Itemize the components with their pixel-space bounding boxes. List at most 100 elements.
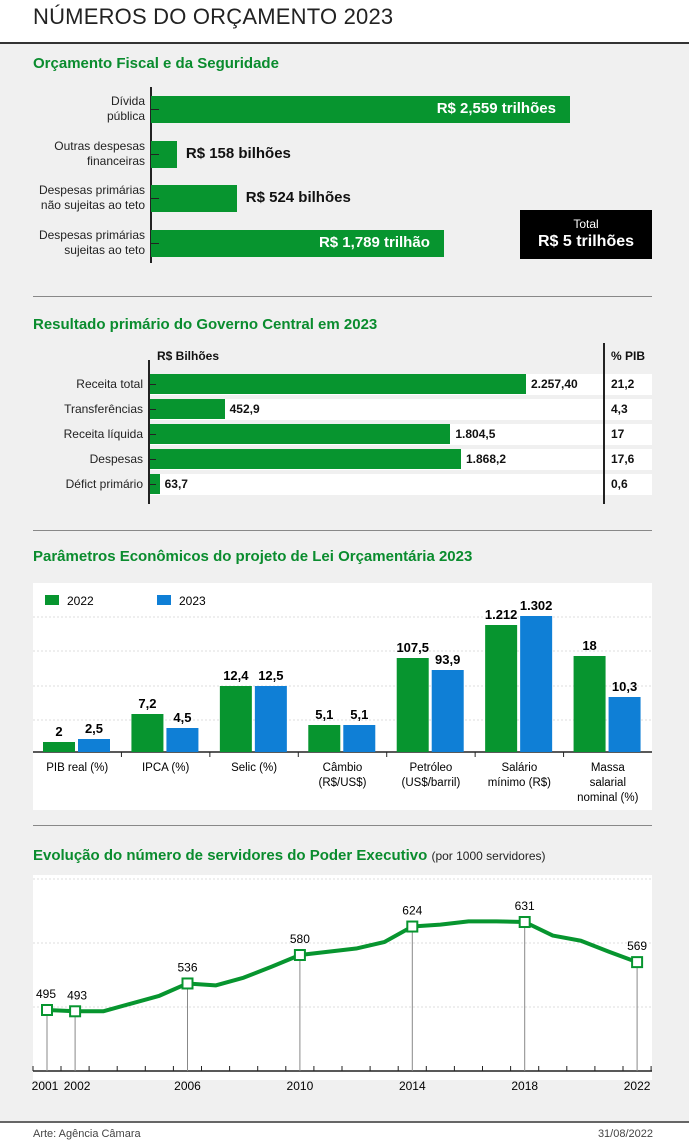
footer-rule bbox=[0, 1121, 689, 1123]
pct-label: 0,6 bbox=[611, 477, 628, 491]
bar-2023 bbox=[254, 686, 287, 752]
tick bbox=[151, 243, 159, 244]
data-point bbox=[293, 949, 306, 962]
category-label: (US$/barril) bbox=[402, 777, 461, 789]
bar bbox=[151, 185, 237, 212]
category-label: Despesas bbox=[89, 452, 143, 466]
tick bbox=[151, 198, 159, 199]
value-label: 2.257,40 bbox=[530, 377, 578, 391]
data-point bbox=[181, 977, 194, 990]
category-label: Défict primário bbox=[65, 477, 143, 491]
bar-value-label: 1.212 bbox=[485, 607, 518, 622]
category-label: Despesas primárias não sujeitas ao teto bbox=[20, 183, 145, 213]
total-box: Total R$ 5 trilhões bbox=[520, 210, 652, 259]
pct-divider bbox=[603, 343, 605, 504]
divider bbox=[33, 530, 652, 531]
section-title-resultado: Resultado primário do Governo Central em… bbox=[33, 316, 378, 333]
parametros-chart: 2022 2023 2 2,5 PIB real (%) 7,2 4,5 IPCA (%) 12… bbox=[33, 583, 652, 810]
x-tick-label: 2001 bbox=[32, 1079, 59, 1093]
servidores-title: Evolução do número de servidores do Pode… bbox=[33, 847, 428, 864]
pct-header: % PIB bbox=[611, 349, 646, 363]
footer-credit: Arte: Agência Câmara bbox=[33, 1128, 141, 1140]
bar-value-label: 4,5 bbox=[173, 710, 191, 725]
x-tick-label: 2006 bbox=[174, 1079, 201, 1093]
point-label: 580 bbox=[290, 932, 310, 946]
servidores-line bbox=[46, 919, 638, 1014]
category-label-line: Despesas primárias bbox=[38, 183, 145, 197]
data-point bbox=[41, 1004, 53, 1016]
chart-area bbox=[33, 875, 652, 1080]
category-label: PIB real (%) bbox=[46, 762, 108, 774]
title-rule bbox=[0, 42, 689, 44]
legend-swatch bbox=[45, 595, 59, 605]
point-label: 536 bbox=[177, 960, 197, 974]
legend-label: 2023 bbox=[179, 594, 206, 608]
bar-value-label: 12,5 bbox=[258, 668, 283, 683]
servidores-chart: 495 493 536 580 624 631 569 2001 2002 2006 2010 201… bbox=[32, 875, 652, 1093]
bar-2022 bbox=[43, 742, 75, 752]
section-title-servidores: Evolução do número de servidores do Pode… bbox=[33, 847, 546, 864]
bar-2023 bbox=[166, 728, 199, 752]
total-label: Total bbox=[573, 217, 599, 231]
bar-2022 bbox=[573, 656, 606, 752]
tick bbox=[149, 434, 156, 435]
category-label: Receita total bbox=[76, 377, 143, 391]
bar bbox=[149, 424, 451, 444]
tick bbox=[149, 484, 156, 485]
bar-2022 bbox=[485, 625, 518, 752]
divider bbox=[33, 825, 652, 826]
pct-label: 21,2 bbox=[611, 377, 635, 391]
bar-value-label: 107,5 bbox=[396, 640, 429, 655]
divider bbox=[33, 296, 652, 297]
tick bbox=[149, 459, 156, 460]
pct-label: 4,3 bbox=[611, 402, 628, 416]
category-label-line: Despesas primárias bbox=[38, 228, 145, 242]
x-tick-label: 2018 bbox=[511, 1079, 538, 1093]
bar-value-label: 5,1 bbox=[315, 707, 333, 722]
bar-value-label: 1.302 bbox=[520, 598, 553, 613]
bar-value-label: 10,3 bbox=[612, 679, 637, 694]
category-label: Massa bbox=[591, 762, 625, 774]
bar-2022 bbox=[308, 725, 341, 752]
table-row bbox=[149, 474, 652, 495]
tick bbox=[151, 154, 159, 155]
bar-value-label: 2,5 bbox=[85, 721, 103, 736]
servidores-subtitle: (por 1000 servidores) bbox=[431, 849, 546, 863]
bar-2023 bbox=[608, 697, 641, 752]
point-label: 624 bbox=[402, 904, 422, 918]
category-label: Salário bbox=[501, 762, 537, 774]
bar-value-label: 18 bbox=[582, 638, 596, 653]
bar-value-label: 93,9 bbox=[435, 652, 460, 667]
tick bbox=[149, 384, 156, 385]
data-point bbox=[631, 956, 644, 969]
bar bbox=[149, 399, 225, 419]
x-tick-label: 2010 bbox=[287, 1079, 314, 1093]
bar-2023 bbox=[343, 725, 376, 752]
section-title-orcamento: Orçamento Fiscal e da Seguridade bbox=[33, 55, 279, 72]
x-tick-label: 2014 bbox=[399, 1079, 426, 1093]
category-label: Despesas primárias sujeitas ao teto bbox=[20, 228, 145, 258]
category-label: Câmbio bbox=[323, 762, 363, 774]
value-label: R$ 2,559 trilhões bbox=[436, 100, 556, 117]
bar-2022 bbox=[396, 658, 429, 752]
category-label: salarial bbox=[590, 777, 626, 789]
value-label: R$ 158 bilhões bbox=[185, 145, 291, 162]
bar bbox=[149, 449, 461, 469]
category-label: Selic (%) bbox=[231, 762, 277, 774]
data-point bbox=[518, 916, 531, 929]
category-label-line: não sujeitas ao teto bbox=[40, 198, 145, 212]
value-label: 63,7 bbox=[164, 477, 188, 491]
category-label: (R$/US$) bbox=[319, 777, 367, 789]
value-label: 452,9 bbox=[229, 402, 260, 416]
bar bbox=[151, 230, 444, 257]
category-label: nominal (%) bbox=[577, 792, 639, 804]
category-label: Petróleo bbox=[410, 762, 453, 774]
value-label: R$ 1,789 trilhão bbox=[318, 234, 430, 251]
section-title-parametros: Parâmetros Econômicos do projeto de Lei … bbox=[33, 548, 473, 565]
data-point bbox=[406, 920, 419, 933]
point-label: 569 bbox=[627, 939, 647, 953]
bar-2023 bbox=[78, 739, 110, 752]
bar-2022 bbox=[131, 714, 164, 752]
category-label-line: pública bbox=[106, 109, 145, 123]
axis-line bbox=[148, 360, 150, 504]
